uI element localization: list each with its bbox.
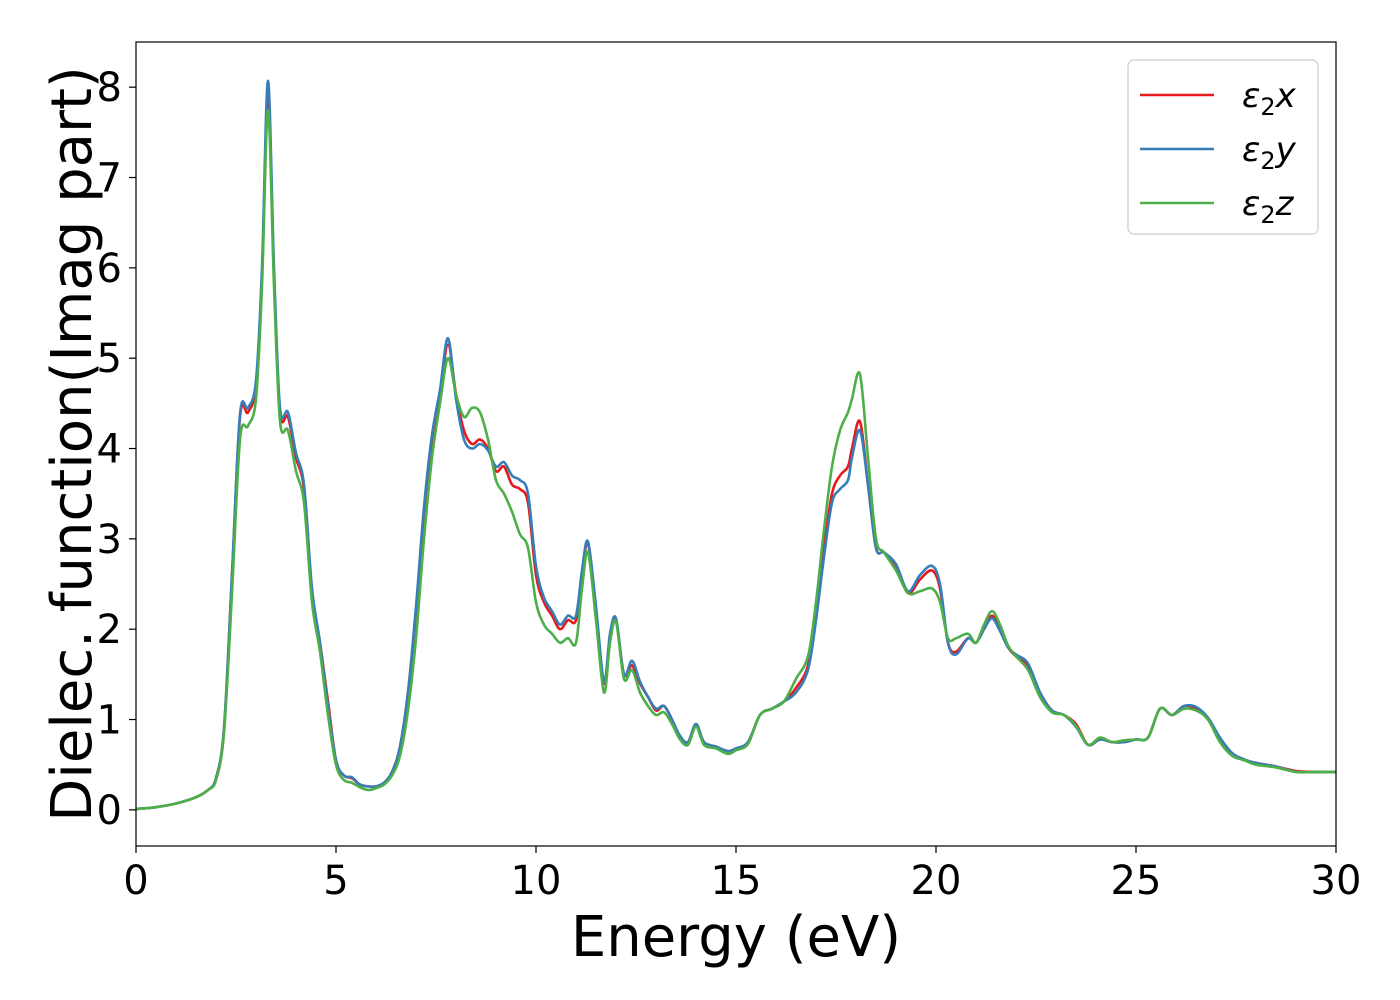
y-axis-title: Dielec. function(Imag part) xyxy=(40,66,105,822)
x-tick-label: 25 xyxy=(1111,858,1162,904)
x-tick-label: 0 xyxy=(123,858,148,904)
series-line-z xyxy=(135,108,1336,811)
y-tick-label: 1 xyxy=(97,698,122,744)
x-tick-label: 10 xyxy=(511,858,562,904)
y-tick-label: 4 xyxy=(97,427,122,473)
legend-label-y: ε2y xyxy=(1242,130,1297,175)
legend-box xyxy=(1127,59,1319,235)
series-layer xyxy=(135,79,1337,811)
legend-label-suffix: z xyxy=(1275,184,1295,224)
y-tick-label: 3 xyxy=(97,517,122,563)
x-axis-title: Energy (eV) xyxy=(571,905,901,970)
legend-label-suffix: y xyxy=(1275,130,1297,170)
y-tick-label: 0 xyxy=(97,788,122,834)
y-axis-ticks: 0 1 2 3 4 5 6 7 8 xyxy=(97,65,136,834)
x-tick-label: 20 xyxy=(911,858,962,904)
series-line-y xyxy=(135,79,1336,811)
legend-label-x: ε2x xyxy=(1242,76,1297,121)
legend-label-subscript: 2 xyxy=(1260,201,1275,229)
y-tick-label: 8 xyxy=(97,65,122,111)
y-tick-label: 6 xyxy=(97,246,122,292)
x-tick-label: 15 xyxy=(711,858,762,904)
legend-label-base: ε xyxy=(1242,76,1260,116)
legend-label-subscript: 2 xyxy=(1260,147,1275,175)
legend-label-suffix: x xyxy=(1275,76,1297,116)
legend-label-subscript: 2 xyxy=(1260,93,1275,121)
legend-label-base: ε xyxy=(1242,184,1260,224)
x-tick-label: 5 xyxy=(323,858,348,904)
x-axis-ticks: 0 5 10 15 20 25 30 xyxy=(123,846,1361,904)
y-tick-label: 7 xyxy=(97,156,122,202)
legend-label-base: ε xyxy=(1242,130,1260,170)
legend-label-z: ε2z xyxy=(1242,184,1295,229)
y-tick-label: 5 xyxy=(97,336,122,382)
y-tick-label: 2 xyxy=(97,607,122,653)
x-tick-label: 30 xyxy=(1311,858,1362,904)
